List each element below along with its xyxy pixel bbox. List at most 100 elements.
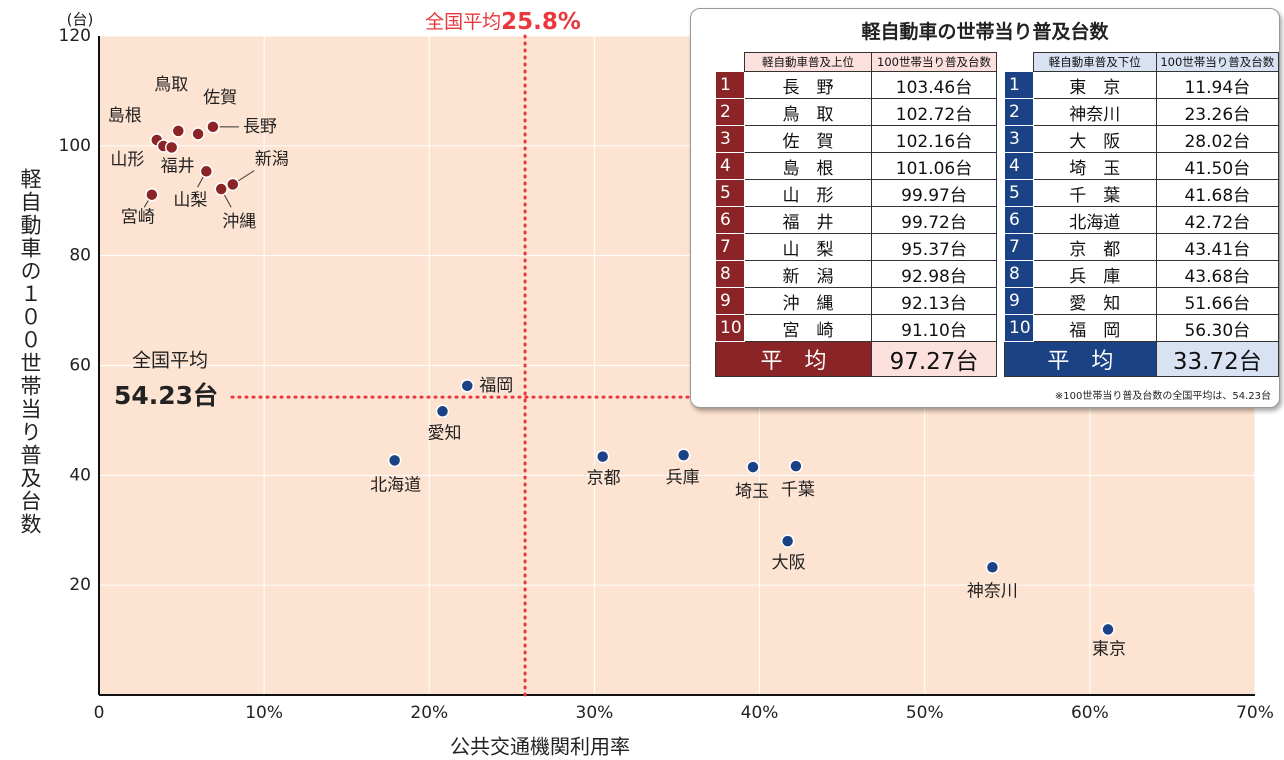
value: 92.98台 [871, 260, 997, 288]
value: 103.46台 [871, 71, 997, 99]
average-label: 平 均 [715, 341, 872, 377]
point [206, 120, 220, 134]
value: 51.66台 [1155, 287, 1280, 315]
y-tick-label: 80 [69, 246, 91, 266]
point [789, 459, 803, 473]
point-label: 長野 [243, 117, 277, 137]
rank: 3 [715, 125, 745, 153]
point [164, 140, 179, 155]
point-label: 愛知 [427, 423, 461, 443]
value: 41.50台 [1155, 152, 1280, 180]
point-label: 埼玉 [735, 482, 769, 502]
prefecture: 鳥 取 [744, 98, 872, 126]
point-label: 沖縄 [222, 212, 256, 232]
table-row: 2 神奈川 23.26台 [1004, 98, 1280, 126]
table-row: 6 北海道 42.72台 [1004, 206, 1280, 234]
value: 102.16台 [871, 125, 997, 153]
average-row: 平 均 33.72台 [1004, 341, 1280, 377]
point-label: 新潟 [255, 149, 289, 169]
prefecture: 神奈川 [1032, 98, 1157, 126]
point [460, 379, 475, 393]
point-label: 京都 [587, 469, 621, 489]
column-header: 軽自動車普及下位 [1032, 52, 1157, 72]
column-header: 100世帯当り普及台数 [1155, 52, 1280, 72]
prefecture: 京 都 [1032, 233, 1157, 261]
x-axis-title: 公共交通機関利用率 [450, 735, 630, 759]
rank: 1 [715, 71, 745, 99]
point [226, 177, 240, 192]
point-label: 宮崎 [121, 208, 155, 228]
value: 99.97台 [871, 179, 997, 207]
table-title: 軽自動車の世帯当り普及台数 [861, 21, 1109, 43]
reference-label: 全国平均25.8% [425, 9, 581, 35]
prefecture: 沖 縄 [744, 287, 872, 315]
prefecture: 愛 知 [1032, 287, 1157, 315]
reference-label-text: 全国平均 [425, 11, 501, 33]
y-tick-label: 60 [69, 356, 91, 376]
header-row: 軽自動車普及下位 100世帯当り普及台数 [1005, 52, 1280, 72]
point [595, 449, 610, 464]
prefecture: 東 京 [1032, 71, 1157, 99]
prefecture: 福 井 [744, 206, 872, 234]
prefecture: 山 形 [744, 179, 872, 207]
value: 102.72台 [871, 98, 997, 126]
point [676, 448, 691, 462]
point-label: 山梨 [173, 190, 207, 210]
point-label: 福岡 [479, 376, 513, 396]
prefecture: 島 根 [744, 152, 872, 180]
prefecture: 佐 賀 [744, 125, 872, 153]
rank: 8 [1004, 260, 1034, 288]
rank: 3 [1004, 125, 1034, 153]
y-tick-label: 20 [69, 575, 91, 595]
header-row: 軽自動車普及上位 100世帯当り普及台数 [716, 52, 997, 72]
reference-label-value: 25.8% [501, 9, 581, 35]
value: 92.13台 [871, 287, 997, 315]
point [387, 453, 402, 468]
rank: 10 [715, 314, 745, 342]
rank-header [1005, 53, 1034, 72]
point [199, 164, 214, 179]
prefecture: 山 梨 [744, 233, 872, 261]
prefecture: 兵 庫 [1032, 260, 1157, 288]
point-label: 東京 [1092, 639, 1126, 659]
prefecture: 千 葉 [1032, 179, 1157, 207]
column-header: 軽自動車普及上位 [744, 52, 872, 72]
value: 101.06台 [871, 152, 997, 180]
point [1101, 622, 1115, 637]
ranking-box: 軽自動車の世帯当り普及台数 ※100世帯当り普及台数の全国平均は、54.23台 … [690, 8, 1280, 408]
point [171, 124, 186, 138]
point-label: 山形 [110, 150, 144, 170]
y-tick-label: 120 [59, 26, 91, 46]
prefecture: 福 岡 [1032, 314, 1157, 342]
point [985, 560, 1000, 575]
point [145, 187, 159, 202]
y-axis-unit: (台) [67, 11, 94, 29]
point [214, 182, 228, 196]
point [191, 127, 205, 141]
prefecture: 埼 玉 [1032, 152, 1157, 180]
point-label: 大阪 [772, 553, 806, 573]
value: 23.26台 [1155, 98, 1280, 126]
column-header: 100世帯当り普及台数 [871, 52, 997, 72]
point [746, 460, 760, 474]
table-row: 10 福 岡 56.30台 [1004, 314, 1280, 342]
rank: 7 [1004, 233, 1034, 261]
x-tick-label: 60% [1071, 703, 1109, 723]
value: 56.30台 [1155, 314, 1280, 342]
rank-header [716, 53, 745, 72]
value: 95.37台 [871, 233, 997, 261]
x-tick-label: 40% [741, 703, 779, 723]
rank: 9 [1004, 287, 1034, 315]
reference-label-value: 54.23台 [114, 381, 218, 410]
